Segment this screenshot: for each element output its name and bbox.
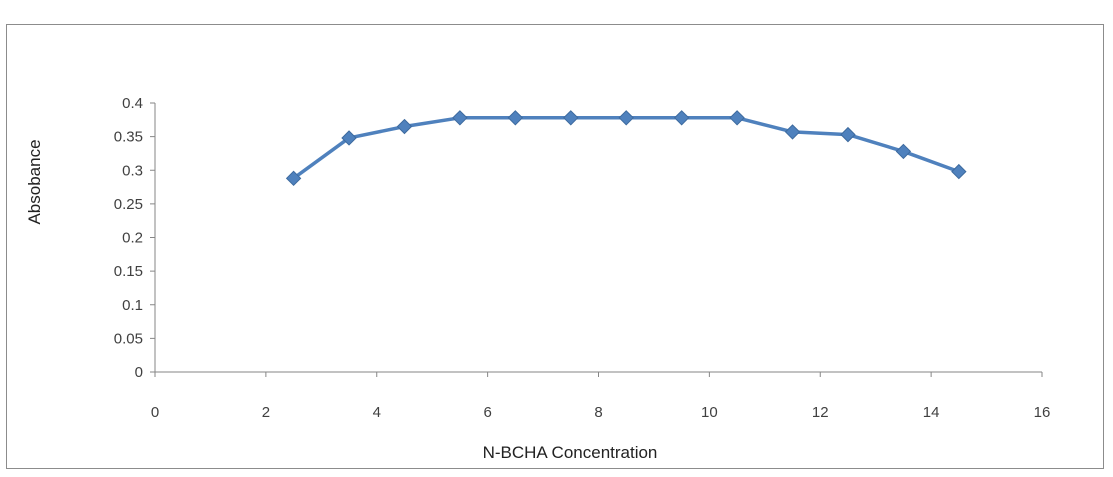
y-tick-label: 0.1 [122, 297, 143, 314]
data-point-marker [507, 110, 524, 126]
x-tick-label: 6 [483, 404, 491, 421]
x-tick-label: 10 [701, 404, 718, 421]
y-tick-label: 0 [135, 364, 143, 381]
x-axis-title: N-BCHA Concentration [483, 443, 658, 462]
data-point-marker [840, 126, 856, 143]
x-tick-label: 8 [594, 404, 602, 421]
data-point-marker [618, 110, 634, 126]
x-tick-label: 14 [923, 404, 940, 421]
data-point-marker [895, 143, 912, 160]
y-tick-label: 0.25 [114, 196, 143, 213]
data-point-marker [563, 110, 579, 126]
y-tick-label: 0.3 [122, 162, 143, 179]
chart-frame [6, 24, 1104, 469]
data-point-marker [729, 110, 745, 126]
y-axis-title: Absobance [25, 139, 44, 224]
y-tick-label: 0.05 [114, 330, 143, 347]
data-point-marker [673, 110, 690, 126]
data-point-marker [285, 170, 302, 187]
y-tick-label: 0.2 [122, 230, 143, 247]
data-point-marker [784, 124, 801, 140]
x-tick-label: 2 [262, 404, 270, 421]
data-point-marker [951, 163, 967, 180]
data-point-marker [452, 110, 468, 126]
series-line [291, 116, 961, 181]
x-tick-label: 12 [812, 404, 829, 421]
y-tick-label: 0.35 [114, 129, 143, 146]
x-tick-label: 4 [373, 404, 381, 421]
data-point-marker [341, 130, 357, 146]
data-point-marker [396, 118, 413, 135]
x-tick-label: 0 [151, 404, 159, 421]
y-tick-label: 0.15 [114, 263, 143, 280]
y-tick-label: 0.4 [122, 95, 143, 112]
x-tick-label: 16 [1034, 404, 1051, 421]
